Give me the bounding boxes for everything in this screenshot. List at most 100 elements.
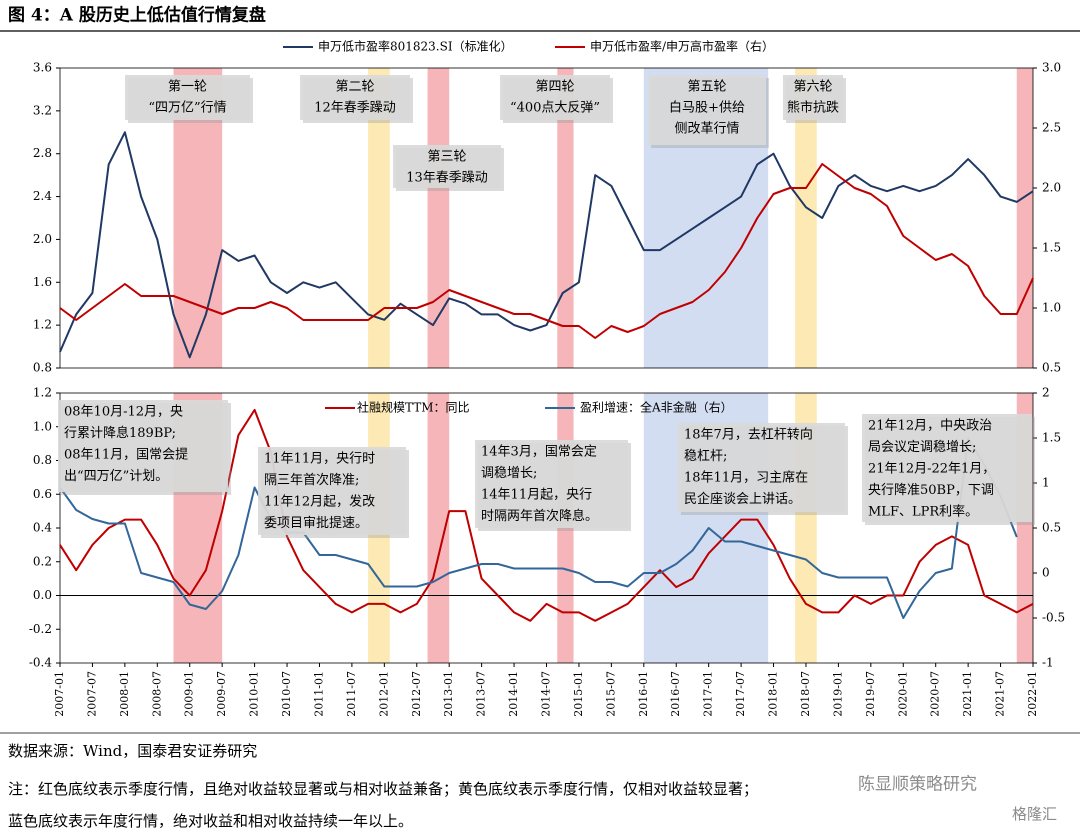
x-tick-label: 2019-07 [864, 671, 877, 717]
x-tick-label: 2018-01 [767, 671, 780, 717]
y-tick-label: 1.6 [33, 275, 52, 289]
series-line [59, 131, 1034, 359]
x-tick-label: 2018-07 [799, 671, 812, 717]
annotation-text: “四万亿”行情 [148, 101, 226, 116]
series-line [59, 408, 1034, 622]
y-tick-label: 3.2 [33, 103, 52, 117]
y2-tick-label: 1 [1042, 476, 1050, 490]
y-tick-label: 0.6 [33, 487, 52, 501]
annotation-text: 11年12月起，发改 [264, 494, 375, 510]
annotation-box [393, 145, 501, 188]
y2-tick-label: 2 [1042, 386, 1050, 400]
annotation-box [58, 400, 228, 492]
y-tick-label: 1.2 [33, 318, 52, 332]
y2-tick-label: -1 [1042, 656, 1054, 670]
y-tick-label: 0.2 [33, 554, 52, 568]
annotation-text: 侧改革行情 [674, 122, 739, 137]
annotation-text: 08年11月，国常会提 [64, 447, 188, 463]
annotation-text: 委项目审批提速。 [264, 515, 368, 531]
x-tick-label: 2020-07 [929, 671, 942, 717]
x-tick-label: 2013-07 [475, 671, 488, 717]
annotation-text: 第二轮 [335, 80, 374, 95]
annotation-text: 央行降准50BP，下调 [868, 483, 994, 498]
annotation-text: MLF、LPR利率。 [868, 504, 978, 520]
annotation-box [475, 440, 628, 528]
y2-tick-label: 0 [1042, 566, 1050, 580]
annotation-text: 白马股+供给 [669, 100, 745, 116]
annotation-text: 14年3月，国常会定 [481, 445, 597, 460]
annotation-text: 13年春季躁动 [406, 171, 488, 186]
annotation-text: “400点大反弹” [510, 101, 600, 116]
watermark: 格隆汇 [1012, 805, 1057, 823]
x-tick-label: 2021-01 [961, 671, 974, 717]
y-tick-label: 1.2 [33, 386, 52, 400]
y2-tick-label: 1.5 [1042, 431, 1061, 445]
legend-label: 社融规模TTM：同比 [357, 400, 470, 415]
annotation-text: 14年11月起，央行 [481, 488, 592, 503]
period-band [368, 68, 390, 368]
annotation-text: 第四轮 [535, 80, 574, 95]
x-tick-label: 2011-07 [345, 671, 358, 717]
y-tick-label: -0.4 [29, 656, 53, 670]
y2-tick-label: 2.5 [1042, 121, 1061, 135]
x-tick-label: 2014-07 [540, 671, 553, 717]
annotation-box [862, 414, 1032, 522]
y-tick-label: 0.4 [33, 521, 52, 535]
annotation-box [783, 75, 843, 120]
plot-frame [59, 67, 1034, 369]
x-tick-label: 2014-01 [507, 671, 520, 717]
annotation-text: 18年11月，习主席在 [684, 470, 808, 486]
annotation-text: 21年12月-22年1月， [868, 462, 995, 477]
annotation-text: 第六轮 [793, 80, 832, 95]
annotation-text: 21年12月，中央政治 [868, 419, 992, 434]
period-band [557, 68, 574, 368]
annotation-text: 第一轮 [168, 80, 207, 95]
watermark: 陈显顺策略研究 [858, 775, 977, 795]
annotation-text: 隔三年首次降准; [264, 472, 359, 488]
legend-label: 申万低市盈率/申万高市盈率（右） [590, 39, 774, 54]
annotation-text: 时隔两年首次降息。 [481, 508, 598, 524]
x-tick-label: 2011-01 [312, 671, 325, 717]
series-line [59, 163, 1034, 339]
x-tick-label: 2017-07 [734, 671, 747, 717]
x-tick-label: 2015-01 [572, 671, 585, 717]
annotation-box [500, 75, 610, 120]
annotation-text: 18年7月，去杠杆转向 [684, 427, 813, 443]
note: 蓝色底纹表示年度行情，绝对收益和相对收益持续一年以上。 [8, 812, 413, 830]
x-tick-label: 2012-07 [410, 671, 423, 717]
y2-tick-label: 1.0 [1042, 301, 1061, 315]
y-tick-label: 2.4 [33, 189, 52, 203]
x-tick-label: 2021-07 [994, 671, 1007, 717]
x-tick-label: 2012-01 [377, 671, 390, 717]
y2-tick-label: -0.5 [1042, 611, 1065, 625]
y2-tick-label: 2.0 [1042, 181, 1061, 195]
annotation-box [678, 423, 845, 512]
x-tick-label: 2008-07 [150, 671, 163, 717]
annotation-box [125, 75, 250, 120]
legend-label: 盈利增速：全A非金融（右） [580, 400, 733, 415]
annotation-text: 民企座谈会上讲话。 [684, 491, 801, 507]
x-tick-label: 2007-07 [85, 671, 98, 717]
x-tick-label: 2007-01 [53, 671, 66, 717]
y2-tick-label: 0.5 [1042, 361, 1061, 375]
x-tick-label: 2010-01 [248, 671, 261, 717]
annotation-text: 第三轮 [427, 150, 466, 165]
x-tick-label: 2017-01 [702, 671, 715, 717]
x-tick-label: 2009-07 [215, 671, 228, 717]
x-tick-label: 2020-01 [896, 671, 909, 717]
annotation-text: 08年10月-12月，央 [64, 405, 183, 420]
y-tick-label: -0.2 [29, 622, 52, 636]
x-tick-label: 2013-01 [442, 671, 455, 717]
y2-tick-label: 0.5 [1042, 521, 1061, 535]
x-tick-label: 2022-01 [1026, 671, 1039, 717]
y2-tick-label: 1.5 [1042, 241, 1061, 255]
period-band [795, 68, 817, 368]
annotation-box [258, 447, 406, 535]
series-line [59, 437, 1018, 619]
y-tick-label: 3.6 [33, 61, 52, 75]
annotation-text: 熊市抗跌 [787, 100, 839, 116]
source: 数据来源：Wind，国泰君安证券研究 [8, 742, 257, 760]
x-tick-label: 2019-01 [831, 671, 844, 717]
annotation-text: 第五轮 [687, 80, 726, 95]
